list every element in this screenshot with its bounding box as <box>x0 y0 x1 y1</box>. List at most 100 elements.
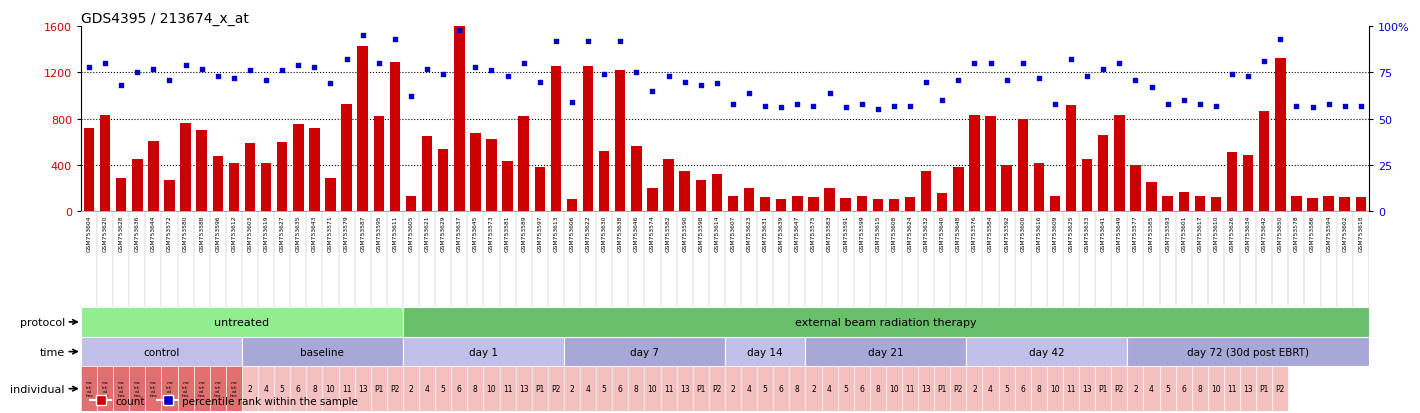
Bar <box>1227 153 1237 212</box>
Bar <box>808 198 819 212</box>
Bar <box>145 367 162 411</box>
Bar <box>905 198 916 212</box>
Point <box>899 103 922 110</box>
Bar <box>596 367 612 411</box>
Bar <box>615 71 625 212</box>
Text: 11: 11 <box>503 384 513 393</box>
Point <box>657 74 680 80</box>
Text: GSM753615: GSM753615 <box>875 215 880 251</box>
Bar <box>210 367 226 411</box>
Point <box>577 38 599 45</box>
Text: GSM753623: GSM753623 <box>747 215 751 251</box>
Text: 13: 13 <box>922 384 932 393</box>
Text: 2: 2 <box>247 384 253 393</box>
Bar <box>934 367 950 411</box>
Text: 4: 4 <box>1149 384 1154 393</box>
Point <box>206 74 229 80</box>
Text: GSM753608: GSM753608 <box>892 215 896 251</box>
Bar <box>452 367 467 411</box>
Text: GSM753573: GSM753573 <box>488 215 494 251</box>
Text: GSM753609: GSM753609 <box>1052 215 1058 251</box>
Bar <box>500 367 515 411</box>
Text: untreated: untreated <box>214 317 270 327</box>
Text: GSM753578: GSM753578 <box>1294 215 1299 251</box>
Text: GSM753579: GSM753579 <box>344 215 349 251</box>
Text: 5: 5 <box>1166 384 1170 393</box>
Bar <box>341 104 352 212</box>
Text: P1: P1 <box>373 384 383 393</box>
Text: P2: P2 <box>713 384 721 393</box>
Bar <box>856 197 868 212</box>
Text: GSM753627: GSM753627 <box>280 215 284 251</box>
Bar <box>1127 337 1369 367</box>
Text: GSM753577: GSM753577 <box>1133 215 1137 252</box>
Bar <box>258 367 274 411</box>
Point <box>544 38 567 45</box>
Text: P2: P2 <box>391 384 399 393</box>
Point <box>142 66 165 73</box>
Bar <box>1095 367 1112 411</box>
Text: GSM753598: GSM753598 <box>699 215 703 251</box>
Bar <box>1211 198 1221 212</box>
Text: GSM753632: GSM753632 <box>923 215 929 251</box>
Bar <box>612 367 628 411</box>
Point <box>1108 61 1130 67</box>
Text: GSM753647: GSM753647 <box>795 215 799 251</box>
Point <box>818 90 841 97</box>
Bar <box>503 162 513 212</box>
Bar <box>564 367 579 411</box>
Point <box>78 64 101 71</box>
Bar <box>564 337 724 367</box>
Text: ma
tch
ed
hea: ma tch ed hea <box>118 380 125 397</box>
Text: GSM753648: GSM753648 <box>956 215 961 251</box>
Text: 6: 6 <box>1181 384 1186 393</box>
Text: GSM753595: GSM753595 <box>376 215 382 251</box>
Bar <box>310 128 320 212</box>
Bar <box>1130 166 1140 212</box>
Text: GSM753613: GSM753613 <box>554 215 558 251</box>
Point <box>447 27 470 34</box>
Text: P1: P1 <box>535 384 544 393</box>
Point <box>947 77 970 84</box>
Bar <box>775 199 787 212</box>
Point <box>1237 74 1260 80</box>
Text: GSM753630: GSM753630 <box>602 215 606 251</box>
Point <box>995 77 1018 84</box>
Point <box>416 66 439 73</box>
Bar <box>261 163 271 212</box>
Bar <box>1034 163 1044 212</box>
Point <box>1140 85 1163 91</box>
Text: 10: 10 <box>487 384 496 393</box>
Bar <box>81 337 241 367</box>
Text: 8: 8 <box>876 384 880 393</box>
Bar <box>148 141 159 212</box>
Bar <box>483 367 500 411</box>
Bar <box>1160 367 1176 411</box>
Bar <box>1260 111 1269 212</box>
Point <box>689 83 711 89</box>
Bar <box>193 367 210 411</box>
Point <box>1125 77 1147 84</box>
Text: ma
tch
ed
hea: ma tch ed hea <box>230 380 237 397</box>
Text: GSM753591: GSM753591 <box>843 215 848 251</box>
Text: GSM753628: GSM753628 <box>119 215 124 251</box>
Text: GSM753649: GSM753649 <box>1118 215 1122 251</box>
Point <box>287 62 310 69</box>
Point <box>399 94 422 100</box>
Text: GSM753640: GSM753640 <box>940 215 944 251</box>
Text: P1: P1 <box>1099 384 1108 393</box>
Text: 13: 13 <box>680 384 690 393</box>
Text: 10: 10 <box>325 384 335 393</box>
Bar <box>132 160 142 212</box>
Legend: count, percentile rank within the sample: count, percentile rank within the sample <box>87 392 362 410</box>
Text: 5: 5 <box>602 384 606 393</box>
Point <box>754 103 777 110</box>
Point <box>802 103 825 110</box>
Bar <box>841 199 851 212</box>
Bar <box>373 117 383 212</box>
Text: ma
tch
ed
hea: ma tch ed hea <box>85 380 92 397</box>
Text: 6: 6 <box>457 384 462 393</box>
Bar <box>403 307 1369 337</box>
Bar <box>579 367 596 411</box>
Point <box>1092 66 1115 73</box>
